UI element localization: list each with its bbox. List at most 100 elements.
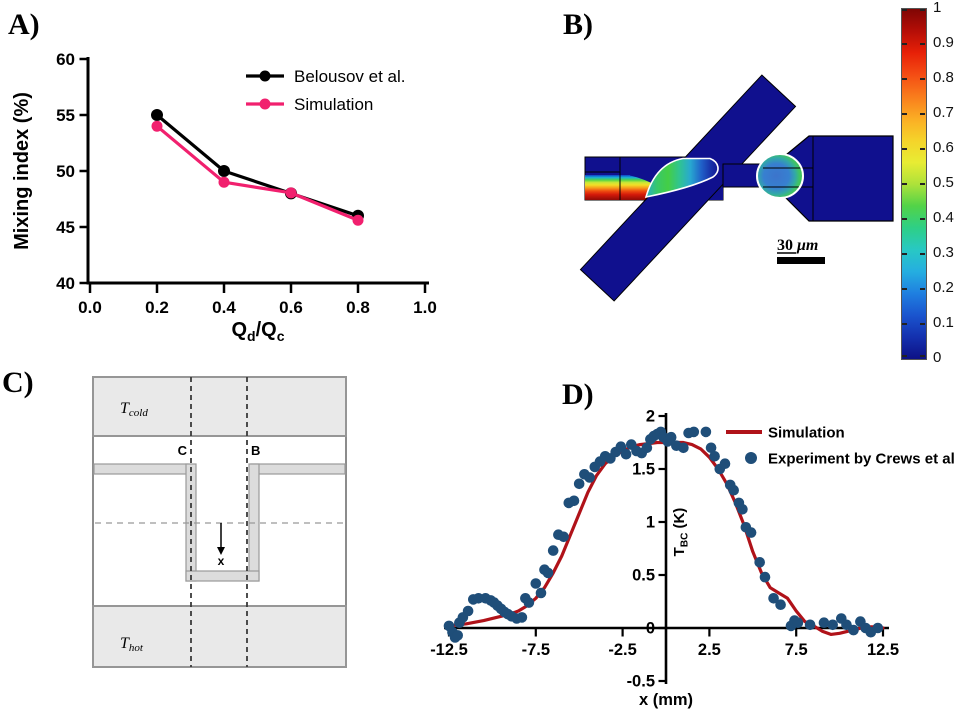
series-marker-0 (218, 165, 230, 177)
y-tick-label: 1 (646, 514, 655, 532)
x-tick-label: 2.5 (698, 641, 721, 659)
series-marker-0 (151, 109, 163, 121)
experiment-point (792, 617, 804, 628)
scalebar-label: 30 μm (777, 237, 818, 254)
colorbar-tick (920, 113, 925, 115)
colorbar-tick (920, 78, 925, 80)
cold-wall (92, 376, 347, 437)
colorbar-tick (902, 183, 907, 185)
experiment-point (872, 622, 884, 634)
section-label-c: C (178, 443, 188, 458)
colorbar-tick (920, 218, 925, 220)
y-tick-label: 40 (56, 274, 75, 293)
colorbar-tick-label: 0.3 (933, 244, 954, 261)
colorbar-tick (920, 355, 925, 357)
experiment-point (573, 478, 585, 490)
plume (644, 157, 719, 199)
experiment-point (848, 624, 859, 636)
y-tick-label: 55 (56, 106, 75, 125)
colorbar-tick (902, 355, 907, 357)
panel-b-heatmap: 30 μm (579, 74, 894, 302)
colorbar-tick (902, 323, 907, 325)
y-tick-label: 50 (56, 162, 75, 181)
experiment-point (665, 431, 677, 443)
experiment-point (542, 567, 554, 579)
t-cold-label: Tcold (120, 400, 148, 419)
panel-c-schematic: x C B Tcold Thot (92, 376, 347, 668)
colorbar-tick (902, 148, 907, 150)
section-label-b: B (251, 443, 260, 458)
experiment-point (523, 597, 535, 608)
panel-a-chart: 0.0 0.2 0.4 0.6 0.8 1.0 40 45 50 55 60 Mixing index… (11, 50, 437, 344)
scalebar-bar (777, 257, 825, 264)
colorbar-tick (902, 9, 907, 11)
experiment-point (709, 451, 720, 462)
y-tick-label: 0.5 (632, 567, 655, 585)
experiment-point (775, 599, 786, 610)
x-arrow-label: x (218, 554, 225, 568)
colorbar-tick (902, 43, 907, 45)
experiment-point (530, 578, 542, 589)
experiment-point (728, 484, 739, 496)
colorbar-tick-label: 0.1 (933, 314, 954, 331)
y-tick-label: 45 (56, 218, 75, 237)
legend-label-0: Belousov et al. (294, 67, 406, 86)
series-marker-1 (218, 176, 230, 188)
experiment-point (737, 504, 748, 515)
x-tick-label: 0.4 (212, 298, 236, 317)
x-tick-label: -12.5 (430, 641, 468, 659)
x-axis-title: x (mm) (639, 691, 693, 709)
colorbar-tick (902, 288, 907, 290)
experiment-point (620, 448, 632, 460)
experiment-point (558, 531, 569, 543)
experiment-point (705, 442, 717, 454)
experiment-point (568, 495, 580, 507)
legend-marker-1 (745, 452, 757, 464)
experiment-point (452, 630, 463, 641)
panel-a-label: A) (8, 8, 40, 41)
experiment-point (754, 557, 765, 568)
legend-marker-1 (259, 98, 271, 110)
x-tick-label: 7.5 (785, 641, 808, 659)
colorbar-tick-label: 0.2 (933, 279, 954, 296)
colorbar: 1 0.9 0.8 0.7 0.6 0.5 0.4 0.3 0.2 0.1 0 (901, 0, 955, 366)
legend-label-1: Experiment by Crews et al. (768, 451, 955, 468)
experiment-point (827, 619, 838, 631)
panel-b-label: B) (563, 8, 593, 41)
colorbar-tick-label: 0.9 (933, 34, 954, 51)
colorbar-tick (902, 113, 907, 115)
arrowhead-icon (217, 547, 225, 555)
experiment-point (700, 426, 712, 438)
colorbar-tick (920, 253, 925, 255)
colorbar-tick (902, 218, 907, 220)
experiment-point (759, 571, 771, 583)
experiment-point (516, 612, 528, 623)
colorbar-tick (920, 148, 925, 150)
colorbar-tick (902, 78, 907, 80)
y-tick-label: 2 (646, 408, 655, 426)
x-tick-label: -7.5 (522, 641, 550, 659)
legend-label-1: Simulation (294, 95, 373, 114)
y-tick-label: 0 (646, 620, 655, 638)
series-marker-1 (285, 187, 297, 199)
experiment-point (547, 545, 559, 556)
x-tick-label: 0.8 (346, 298, 370, 317)
experiment-point (535, 587, 547, 599)
colorbar-tick (920, 43, 925, 45)
t-hot-label: Thot (120, 635, 144, 654)
y-axis-title: TBC (K) (671, 508, 691, 557)
colorbar-tick (920, 288, 925, 290)
colorbar-tick-label: 1 (933, 0, 942, 16)
colorbar-tick (920, 183, 925, 185)
x-tick-label: -2.5 (608, 641, 636, 659)
colorbar-tick-label: 0.4 (933, 209, 954, 226)
experiment-point (719, 458, 731, 469)
experiment-point (584, 472, 595, 483)
colorbar-tick-label: 0 (933, 349, 942, 366)
x-tick-label: 0.2 (145, 298, 169, 317)
colorbar-tick (920, 323, 925, 325)
series-line-0 (155, 113, 359, 218)
colorbar-tick (902, 253, 907, 255)
series-marker-1 (151, 120, 163, 132)
